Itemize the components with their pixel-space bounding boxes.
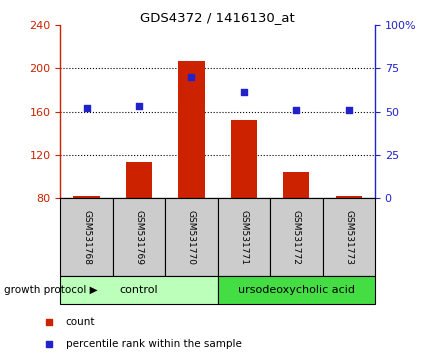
Text: GSM531771: GSM531771 bbox=[239, 210, 248, 265]
Text: count: count bbox=[65, 317, 95, 327]
Text: growth protocol ▶: growth protocol ▶ bbox=[4, 285, 98, 295]
Text: ursodeoxycholic acid: ursodeoxycholic acid bbox=[237, 285, 354, 295]
Point bbox=[292, 107, 299, 113]
Point bbox=[83, 105, 90, 111]
Bar bbox=[73, 196, 99, 198]
Bar bbox=[217, 198, 270, 276]
Text: GSM531772: GSM531772 bbox=[291, 210, 300, 265]
Bar bbox=[335, 196, 361, 198]
Bar bbox=[165, 198, 217, 276]
Text: GSM531773: GSM531773 bbox=[344, 210, 353, 265]
Point bbox=[135, 103, 142, 109]
Bar bbox=[270, 198, 322, 276]
Text: GSM531770: GSM531770 bbox=[187, 210, 196, 265]
Bar bbox=[126, 162, 152, 198]
Bar bbox=[217, 276, 374, 304]
Text: GSM531769: GSM531769 bbox=[134, 210, 143, 265]
Point bbox=[187, 74, 194, 80]
Point bbox=[45, 341, 52, 347]
Point bbox=[344, 107, 351, 113]
Bar bbox=[283, 172, 309, 198]
Bar bbox=[60, 276, 217, 304]
Text: control: control bbox=[120, 285, 158, 295]
Bar bbox=[60, 198, 113, 276]
Bar bbox=[230, 120, 256, 198]
Text: percentile rank within the sample: percentile rank within the sample bbox=[65, 339, 241, 349]
Bar bbox=[113, 198, 165, 276]
Point bbox=[240, 90, 247, 95]
Title: GDS4372 / 1416130_at: GDS4372 / 1416130_at bbox=[140, 11, 295, 24]
Point bbox=[45, 319, 52, 325]
Bar bbox=[178, 61, 204, 198]
Text: GSM531768: GSM531768 bbox=[82, 210, 91, 265]
Bar bbox=[322, 198, 374, 276]
